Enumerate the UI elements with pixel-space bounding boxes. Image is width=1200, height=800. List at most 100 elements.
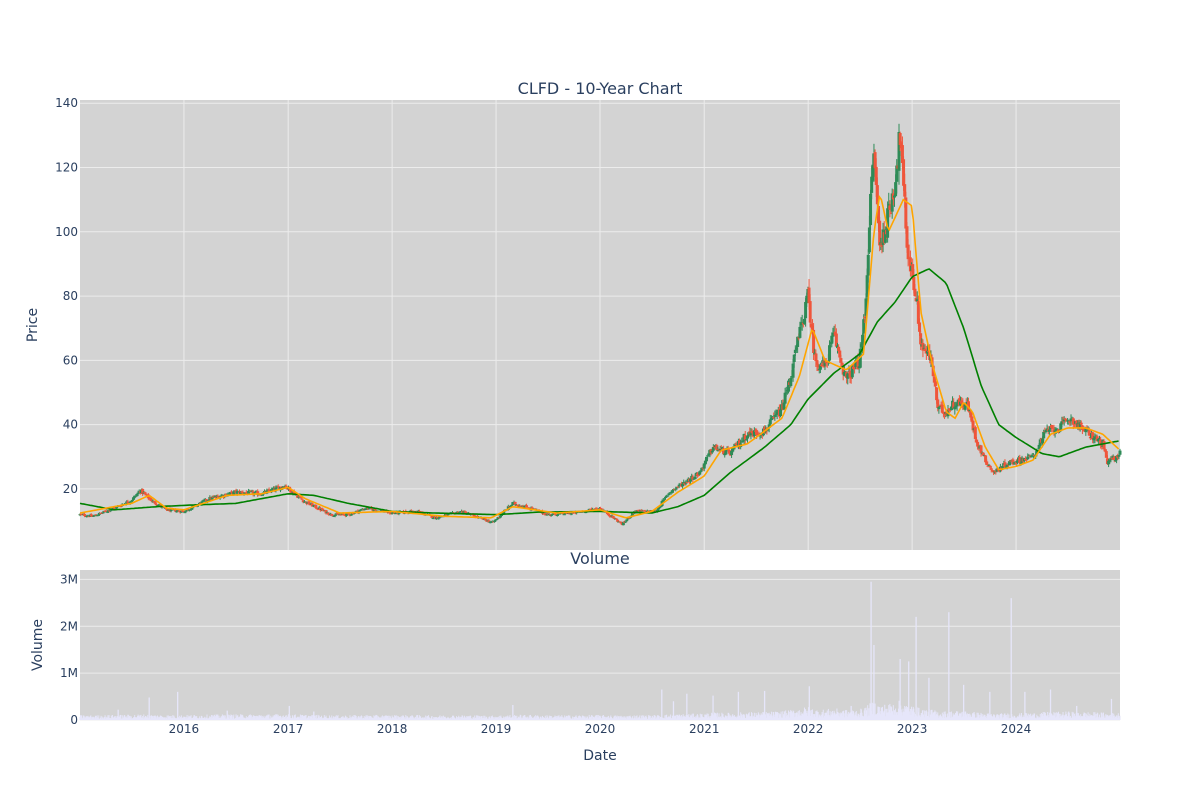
candle-body	[489, 521, 493, 523]
price-tick-label: 20	[63, 482, 78, 496]
volume-axis-title: Volume	[30, 619, 46, 671]
candle-body	[584, 512, 588, 514]
volume-plot-area	[80, 570, 1120, 720]
candle-body	[130, 500, 134, 502]
candle-body	[897, 131, 901, 171]
candle-body	[677, 484, 681, 487]
candle-body	[864, 298, 868, 316]
candle-body	[599, 508, 603, 510]
candle-body	[1079, 422, 1083, 425]
candle-body	[430, 515, 434, 518]
candle-body	[898, 132, 902, 146]
candle-body	[858, 348, 862, 368]
candle-body	[932, 376, 936, 383]
candle-body	[888, 205, 892, 210]
candle-body	[1031, 455, 1035, 457]
candle-body	[831, 332, 835, 337]
candle-body	[799, 322, 803, 326]
candle-body	[682, 481, 686, 484]
candle-body	[1104, 451, 1108, 458]
candle-body	[292, 491, 296, 495]
candle-body	[412, 510, 416, 512]
candle-body	[699, 470, 703, 472]
candle-body	[89, 514, 93, 517]
candle-body	[212, 496, 216, 498]
date-tick-label: 2022	[793, 722, 824, 736]
candle-body	[513, 501, 517, 505]
price-tick-label: 80	[63, 289, 78, 303]
candle-body	[347, 513, 351, 515]
date-tick-label: 2018	[377, 722, 408, 736]
candle-body	[615, 518, 619, 520]
candle-body	[247, 490, 251, 494]
candle-body	[327, 514, 331, 516]
short-moving-average-line	[79, 194, 1120, 519]
candle-body	[1093, 437, 1097, 440]
candle-body	[595, 508, 599, 510]
candle-body	[675, 487, 679, 489]
candle-body	[705, 456, 709, 462]
candle-body	[1050, 424, 1054, 428]
candle-body	[886, 208, 890, 238]
candle-body	[298, 496, 302, 498]
candle-body	[823, 360, 827, 366]
candle-body	[724, 450, 728, 455]
candle-body	[219, 495, 223, 498]
candle-body	[136, 492, 140, 495]
candle-body	[571, 512, 575, 514]
candle-body	[792, 354, 796, 362]
candle-body	[849, 377, 853, 379]
candle-body	[132, 497, 136, 500]
date-tick-label: 2016	[169, 722, 200, 736]
candle-body	[693, 476, 697, 480]
candle-body	[773, 415, 777, 417]
candle-body	[752, 430, 756, 436]
candle-body	[498, 515, 502, 518]
candle-body	[936, 399, 940, 408]
candle-body	[670, 490, 674, 493]
candle-body	[1064, 419, 1068, 421]
candle-body	[842, 371, 846, 376]
candle-body	[607, 513, 611, 515]
candle-body	[733, 444, 737, 446]
candle-body	[974, 439, 978, 443]
candle-body	[96, 514, 100, 516]
candle-body	[710, 451, 714, 453]
candle-body	[1095, 436, 1099, 442]
candle-body	[260, 494, 264, 496]
candle-body	[716, 449, 720, 452]
candle-body	[83, 514, 87, 516]
volume-bars	[79, 581, 1121, 720]
candle-body	[970, 416, 974, 422]
candle-body	[511, 502, 515, 506]
date-tick-label: 2021	[689, 722, 720, 736]
candle-body	[836, 345, 840, 349]
candle-body	[703, 460, 707, 465]
candle-body	[332, 515, 336, 517]
candle-body	[894, 182, 898, 197]
candle-body	[875, 185, 879, 205]
candle-body	[869, 193, 873, 226]
candle-body	[1117, 454, 1121, 457]
candle-body	[310, 503, 314, 507]
candle-body	[988, 465, 992, 468]
candle-body	[643, 510, 647, 512]
candle-body	[128, 501, 132, 504]
candle-body	[805, 295, 809, 304]
candle-body	[1027, 454, 1031, 456]
candle-body	[976, 441, 980, 447]
candle-body	[144, 493, 148, 496]
candle-body	[874, 166, 878, 186]
candle-body	[793, 349, 797, 354]
candle-body	[955, 403, 959, 407]
candle-body	[697, 474, 701, 476]
candle-body	[871, 164, 875, 181]
candle-body	[659, 505, 663, 507]
candle-body	[349, 514, 353, 516]
candle-body	[1028, 455, 1032, 457]
candle-body	[345, 513, 349, 516]
volume-tick-label: 3M	[60, 572, 78, 586]
price-tick-label: 100	[55, 225, 78, 239]
candle-body	[392, 512, 396, 514]
candle-body	[883, 229, 887, 243]
